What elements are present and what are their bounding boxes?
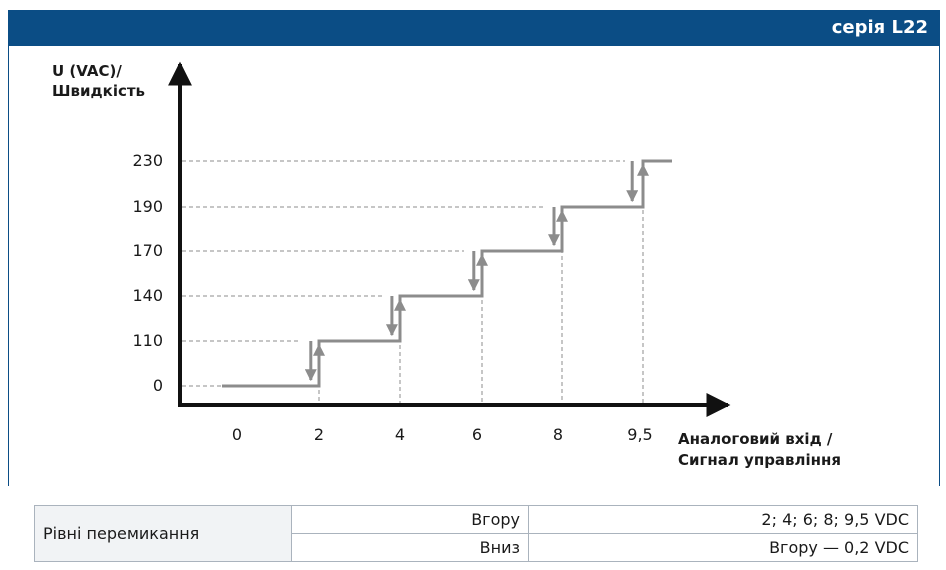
y-axis-label-line-2: Швидкість: [52, 82, 145, 100]
series-title: серія L22: [831, 17, 928, 38]
x-tick-label-0: 0: [232, 425, 242, 444]
y-axis-label-line-1: U (VAC)/: [52, 62, 122, 80]
x-axis-label-line-1: Аналоговий вхід /: [678, 430, 833, 448]
x-tick-label-8: 8: [553, 425, 563, 444]
y-tick-label-140: 140: [132, 286, 163, 305]
x-axis-label-line-2: Сигнал управління: [678, 451, 841, 469]
x-tick-label-4: 4: [395, 425, 405, 444]
y-tick-label-230: 230: [132, 151, 163, 170]
hysteresis-lines: [222, 159, 672, 388]
frame-left-border: [8, 46, 9, 486]
x-tick-label-9-5: 9,5: [627, 425, 652, 444]
y-tick-label-110: 110: [132, 331, 163, 350]
switching-chart: U (VAC)/ Швидкість Аналоговий вхід / Сиг…: [52, 61, 841, 469]
x-tick-label-6: 6: [472, 425, 482, 444]
direction-down-value: Вгору — 0,2 VDC: [528, 533, 918, 562]
switching-levels-table: Рівні перемикання Вгору 2; 4; 6; 8; 9,5 …: [34, 505, 918, 562]
frame-right-border: [939, 46, 940, 486]
header-bar: серія L22: [8, 10, 940, 46]
direction-up-label: Вгору: [291, 505, 529, 534]
table-row: Вниз Вгору — 0,2 VDC: [35, 533, 918, 562]
direction-down-label: Вниз: [291, 533, 529, 562]
guide-lines: [182, 160, 644, 403]
y-tick-label-170: 170: [132, 241, 163, 260]
direction-up-value: 2; 4; 6; 8; 9,5 VDC: [528, 505, 918, 534]
y-tick-label-190: 190: [132, 197, 163, 216]
up-staircase-line: [222, 159, 672, 388]
x-tick-label-2: 2: [314, 425, 324, 444]
switching-levels-label: Рівні перемикання: [34, 505, 292, 562]
y-tick-label-0: 0: [153, 376, 163, 395]
table-row: Рівні перемикання Вгору 2; 4; 6; 8; 9,5 …: [34, 505, 918, 562]
